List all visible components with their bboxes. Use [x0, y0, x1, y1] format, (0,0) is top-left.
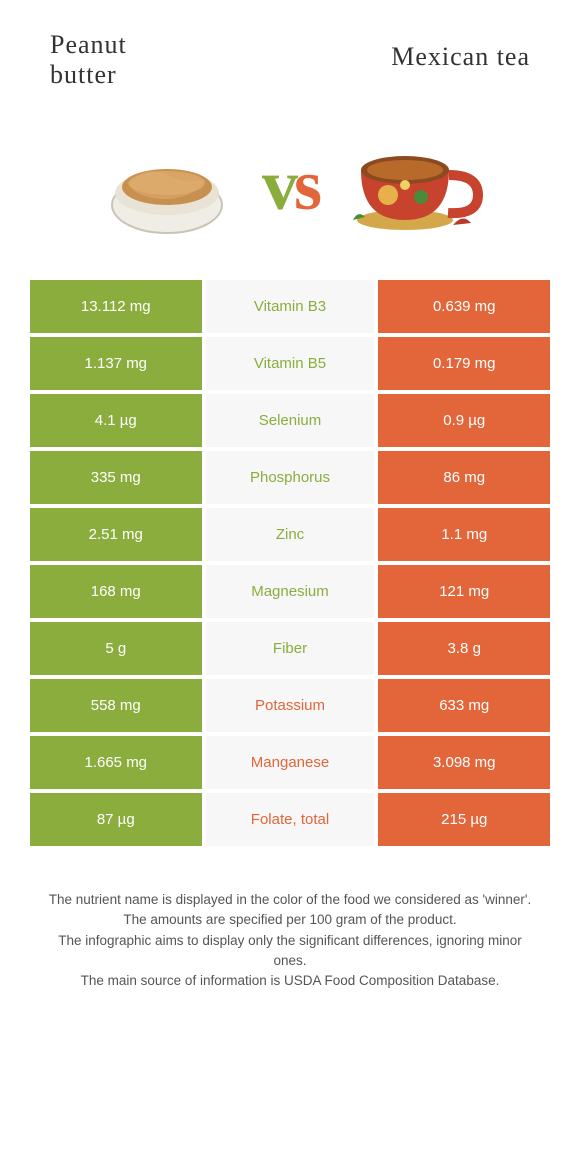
- nutrient-row: 1.665 mgManganese3.098 mg: [30, 736, 550, 789]
- nutrient-name: Potassium: [206, 679, 375, 732]
- nutrient-row: 168 mgMagnesium121 mg: [30, 565, 550, 618]
- nutrient-row: 87 µgFolate, total215 µg: [30, 793, 550, 846]
- right-value: 633 mg: [378, 679, 550, 732]
- left-value: 5 g: [30, 622, 202, 675]
- vs-v: v: [262, 145, 294, 225]
- right-value: 3.098 mg: [378, 736, 550, 789]
- footer-line: The main source of information is USDA F…: [40, 971, 540, 991]
- right-value: 86 mg: [378, 451, 550, 504]
- right-value: 3.8 g: [378, 622, 550, 675]
- footer-line: The nutrient name is displayed in the co…: [40, 890, 540, 910]
- title-line: Peanut: [50, 30, 127, 60]
- right-value: 121 mg: [378, 565, 550, 618]
- nutrient-name: Manganese: [206, 736, 375, 789]
- nutrient-row: 1.137 mgVitamin B50.179 mg: [30, 337, 550, 390]
- peanut-butter-image: [92, 120, 242, 250]
- nutrient-name: Selenium: [206, 394, 375, 447]
- left-food-title: Peanut butter: [50, 30, 127, 90]
- left-value: 558 mg: [30, 679, 202, 732]
- nutrient-name: Folate, total: [206, 793, 375, 846]
- left-value: 1.137 mg: [30, 337, 202, 390]
- images-row: vs: [0, 100, 580, 280]
- vs-s: s: [294, 145, 318, 225]
- left-value: 168 mg: [30, 565, 202, 618]
- nutrient-name: Vitamin B3: [206, 280, 375, 333]
- nutrient-row: 13.112 mgVitamin B30.639 mg: [30, 280, 550, 333]
- right-value: 0.639 mg: [378, 280, 550, 333]
- footer-line: The amounts are specified per 100 gram o…: [40, 910, 540, 930]
- right-value: 1.1 mg: [378, 508, 550, 561]
- nutrient-name: Zinc: [206, 508, 375, 561]
- right-food-title: Mexican tea: [391, 30, 530, 72]
- title-line: butter: [50, 60, 127, 90]
- nutrient-table: 13.112 mgVitamin B30.639 mg1.137 mgVitam…: [0, 280, 580, 846]
- nutrient-name: Fiber: [206, 622, 375, 675]
- bowl-icon: [97, 125, 237, 245]
- cup-icon: [343, 125, 483, 245]
- footer-notes: The nutrient name is displayed in the co…: [0, 850, 580, 991]
- nutrient-row: 4.1 µgSelenium0.9 µg: [30, 394, 550, 447]
- nutrient-row: 335 mgPhosphorus86 mg: [30, 451, 550, 504]
- nutrient-row: 558 mgPotassium633 mg: [30, 679, 550, 732]
- nutrient-name: Magnesium: [206, 565, 375, 618]
- left-value: 87 µg: [30, 793, 202, 846]
- right-value: 0.9 µg: [378, 394, 550, 447]
- header: Peanut butter Mexican tea: [0, 0, 580, 100]
- left-value: 335 mg: [30, 451, 202, 504]
- right-value: 0.179 mg: [378, 337, 550, 390]
- left-value: 1.665 mg: [30, 736, 202, 789]
- left-value: 4.1 µg: [30, 394, 202, 447]
- nutrient-name: Vitamin B5: [206, 337, 375, 390]
- mexican-tea-image: [338, 120, 488, 250]
- footer-line: The infographic aims to display only the…: [40, 931, 540, 972]
- left-value: 13.112 mg: [30, 280, 202, 333]
- nutrient-row: 5 gFiber3.8 g: [30, 622, 550, 675]
- right-value: 215 µg: [378, 793, 550, 846]
- vs-label: vs: [262, 144, 318, 227]
- left-value: 2.51 mg: [30, 508, 202, 561]
- nutrient-row: 2.51 mgZinc1.1 mg: [30, 508, 550, 561]
- nutrient-name: Phosphorus: [206, 451, 375, 504]
